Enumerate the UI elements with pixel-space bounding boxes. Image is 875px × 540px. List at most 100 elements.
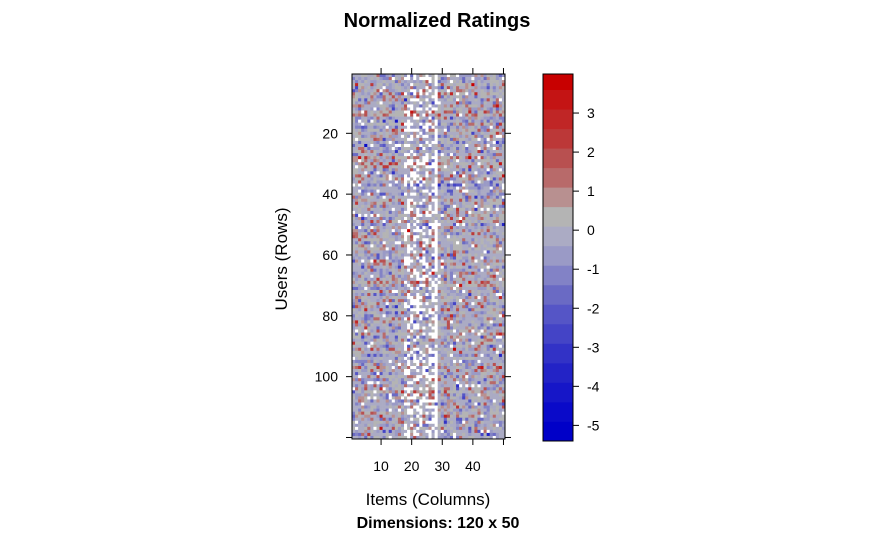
heatmap-cell [385, 207, 390, 212]
heatmap-cell [428, 92, 432, 96]
heatmap-cell [492, 101, 497, 105]
heatmap-cell [361, 223, 365, 227]
heatmap-cell [459, 116, 463, 120]
heatmap-cell [468, 299, 472, 303]
heatmap-cell [364, 235, 368, 239]
heatmap-cell [462, 171, 466, 175]
heatmap-cell [492, 180, 497, 184]
heatmap-cell [486, 131, 490, 136]
heatmap-cell [489, 341, 494, 346]
heatmap-cell [355, 359, 359, 364]
heatmap-cell [425, 147, 429, 151]
heatmap-cell [407, 305, 411, 309]
heatmap-cell [394, 317, 399, 321]
heatmap-cell [431, 344, 435, 349]
heatmap-cell [367, 274, 371, 279]
heatmap-cell [425, 320, 429, 324]
heatmap-cell [416, 174, 420, 178]
heatmap-cell [449, 125, 454, 130]
heatmap-cell [388, 335, 393, 339]
heatmap-cell [434, 232, 438, 236]
heatmap-cell [477, 128, 481, 133]
heatmap-cell [492, 74, 497, 78]
heatmap-cell [446, 119, 451, 123]
heatmap-cell [459, 356, 463, 361]
heatmap-cell [437, 77, 442, 81]
heatmap-cell [465, 372, 469, 376]
heatmap-cell [443, 308, 448, 312]
heatmap-cell [443, 183, 448, 187]
heatmap-cell [489, 220, 494, 224]
heatmap-cell [391, 140, 396, 145]
heatmap-cell [501, 344, 506, 349]
heatmap-cell [474, 189, 478, 193]
heatmap-cell [437, 159, 442, 163]
heatmap-cell [410, 375, 414, 379]
heatmap-cell [501, 171, 506, 175]
heatmap-cell [471, 277, 475, 282]
heatmap-cell [361, 165, 365, 169]
heatmap-cell [498, 177, 503, 181]
heatmap-cell [437, 137, 442, 142]
heatmap-cell [391, 174, 396, 178]
heatmap-cell [422, 250, 426, 254]
heatmap-cell [410, 159, 414, 163]
heatmap-cell [355, 165, 359, 169]
heatmap-cell [410, 220, 414, 224]
heatmap-cell [465, 329, 469, 333]
heatmap-cell [364, 186, 368, 190]
heatmap-cell [465, 80, 469, 84]
heatmap-cell [465, 104, 469, 108]
heatmap-cell [361, 207, 365, 212]
heatmap-cell [456, 210, 460, 215]
heatmap-cell [483, 125, 487, 130]
heatmap-cell [449, 95, 454, 99]
heatmap-cell [462, 134, 466, 139]
heatmap-cell [367, 198, 371, 203]
heatmap-cell [462, 235, 466, 239]
heatmap-cell [382, 375, 386, 379]
heatmap-cell [419, 314, 423, 318]
heatmap-cell [404, 143, 408, 148]
heatmap-cell [431, 359, 435, 364]
heatmap-cell [486, 216, 490, 221]
heatmap-cell [437, 210, 442, 215]
heatmap-cell [361, 232, 365, 236]
heatmap-cell [422, 375, 426, 379]
heatmap-cell [459, 207, 463, 212]
heatmap-cell [361, 159, 365, 163]
heatmap-cell [370, 244, 374, 248]
heatmap-cell [379, 250, 383, 254]
heatmap-cell [364, 314, 368, 318]
heatmap-cell [495, 216, 500, 221]
heatmap-cell [471, 369, 475, 373]
heatmap-cell [422, 183, 426, 187]
heatmap-cell [489, 204, 494, 209]
heatmap-cell [434, 183, 438, 187]
heatmap-cell [410, 296, 414, 300]
heatmap-cell [391, 244, 396, 248]
heatmap-cell [434, 341, 438, 346]
heatmap-cell [474, 229, 478, 233]
heatmap-cell [382, 338, 386, 342]
heatmap-cell [367, 119, 371, 123]
heatmap-cell [434, 147, 438, 151]
heatmap-cell [440, 83, 445, 87]
heatmap-cell [367, 147, 371, 151]
heatmap-cell [459, 244, 463, 248]
heatmap-cell [480, 347, 484, 352]
heatmap-cell [391, 341, 396, 346]
heatmap-cell [382, 116, 386, 120]
heatmap-cell [370, 159, 374, 163]
heatmap-cell [358, 247, 362, 251]
heatmap-cell [459, 119, 463, 123]
heatmap-cell [361, 271, 365, 276]
heatmap-cell [379, 317, 383, 321]
heatmap-cell [471, 341, 475, 346]
heatmap-cell [364, 250, 368, 254]
heatmap-cell [373, 216, 377, 221]
heatmap-cell [462, 356, 466, 361]
heatmap-cell [376, 332, 380, 336]
heatmap-cell [471, 256, 475, 260]
heatmap-cell [367, 80, 371, 84]
